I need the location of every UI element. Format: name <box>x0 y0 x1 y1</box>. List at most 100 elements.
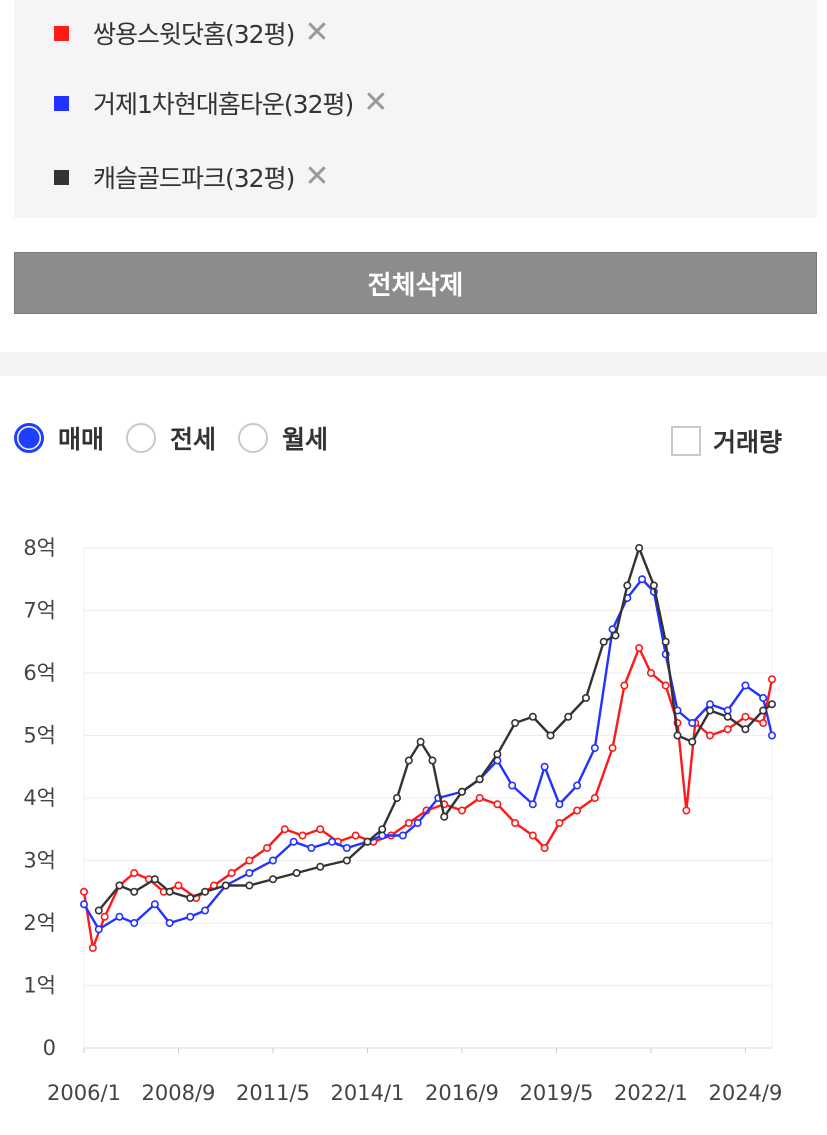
data-point <box>150 900 159 909</box>
transaction-type-radio-group: 매매 전세 월세 <box>14 418 350 458</box>
data-point <box>573 806 582 815</box>
data-point <box>80 900 89 909</box>
data-point <box>611 631 620 640</box>
data-point <box>268 875 277 884</box>
data-point <box>620 681 629 690</box>
data-point <box>398 831 407 840</box>
x-tick-label: 2019/5 <box>520 1081 594 1105</box>
radio-monthly-rent[interactable]: 월세 <box>238 420 328 456</box>
radio-unchecked-icon[interactable] <box>126 423 157 453</box>
data-point <box>428 756 437 765</box>
data-point <box>528 800 537 809</box>
volume-checkbox[interactable]: 거래량 <box>671 423 782 459</box>
data-point <box>80 887 89 896</box>
data-point <box>581 694 590 703</box>
legend-swatch-red <box>54 25 69 41</box>
data-point <box>688 737 697 746</box>
data-point <box>245 856 254 865</box>
data-point <box>608 744 617 753</box>
data-point <box>316 825 325 834</box>
data-point <box>682 806 691 815</box>
y-tick-label: 4억 <box>23 786 56 810</box>
y-tick-label: 2억 <box>23 911 56 935</box>
data-point <box>100 912 109 921</box>
delete-all-button[interactable]: 전체삭제 <box>14 252 817 314</box>
data-point <box>661 681 670 690</box>
data-point <box>564 712 573 721</box>
data-point <box>307 843 316 852</box>
selected-apartments-panel: 쌍용스윗닷홈(32평) ✕ 거제1차현대홈타운(32평) ✕ 캐슬골드파크(32… <box>14 0 817 218</box>
data-point <box>280 825 289 834</box>
data-point <box>540 843 549 852</box>
data-point <box>298 831 307 840</box>
y-tick-label: 3억 <box>23 849 56 873</box>
data-point <box>245 881 254 890</box>
radio-label: 전세 <box>170 425 217 454</box>
data-point <box>378 825 387 834</box>
radio-label: 월세 <box>282 425 329 454</box>
data-point <box>130 868 139 877</box>
data-point <box>555 818 564 827</box>
checkbox-label: 거래량 <box>713 428 783 457</box>
data-point <box>705 731 714 740</box>
data-point <box>590 793 599 802</box>
checkbox-unchecked-icon[interactable] <box>671 426 701 456</box>
x-tick-label: 2011/5 <box>236 1081 310 1105</box>
y-tick-label: 6억 <box>23 661 56 685</box>
data-point <box>165 918 174 927</box>
data-point <box>268 856 277 865</box>
data-point <box>201 887 210 896</box>
close-icon[interactable]: ✕ <box>304 159 329 194</box>
data-point <box>649 581 658 590</box>
data-point <box>767 731 776 740</box>
data-point <box>416 737 425 746</box>
data-point <box>342 856 351 865</box>
data-point <box>292 868 301 877</box>
price-trend-chart: 0 1억 2억 3억 4억 5억 6억 7억 8억 2006/1 2008/9 2011/5 2014/… <box>23 536 782 1105</box>
section-divider <box>0 352 827 376</box>
y-tick-label: 1억 <box>23 974 56 998</box>
data-point <box>475 775 484 784</box>
y-tick-label: 0 <box>43 1036 56 1060</box>
legend-item-castle-gold: 캐슬골드파크(32평) ✕ <box>54 159 329 194</box>
data-point <box>263 843 272 852</box>
data-point <box>475 793 484 802</box>
close-icon[interactable]: ✕ <box>363 85 388 120</box>
data-point <box>130 918 139 927</box>
data-point <box>705 700 714 709</box>
close-icon[interactable]: ✕ <box>304 15 329 50</box>
radio-checked-icon[interactable] <box>14 423 44 453</box>
data-point <box>404 818 413 827</box>
data-point <box>767 700 776 709</box>
radio-sale[interactable]: 매매 <box>14 420 104 456</box>
data-point <box>511 719 520 728</box>
data-point <box>440 812 449 821</box>
data-point <box>221 881 230 890</box>
data-point <box>741 681 750 690</box>
data-point <box>245 868 254 877</box>
x-tick-label: 2016/9 <box>425 1081 499 1105</box>
data-point <box>94 925 103 934</box>
data-point <box>457 806 466 815</box>
data-point <box>555 800 564 809</box>
data-point <box>342 843 351 852</box>
radio-jeonse[interactable]: 전세 <box>126 420 216 456</box>
data-point <box>363 837 372 846</box>
data-point <box>115 881 124 890</box>
data-point <box>723 712 732 721</box>
data-point <box>638 575 647 584</box>
series-line-3 <box>97 546 773 912</box>
legend-label: 쌍용스윗닷홈(32평) <box>93 20 295 49</box>
x-tick-label: 2006/1 <box>47 1081 121 1105</box>
data-point <box>316 862 325 871</box>
x-tick-label: 2008/9 <box>142 1081 216 1105</box>
data-point <box>590 744 599 753</box>
data-point <box>741 725 750 734</box>
data-point <box>599 637 608 646</box>
data-point <box>186 893 195 902</box>
x-tick-label: 2024/9 <box>708 1081 782 1105</box>
legend-item-ssangyong: 쌍용스윗닷홈(32평) ✕ <box>54 15 329 50</box>
data-point <box>573 781 582 790</box>
radio-unchecked-icon[interactable] <box>238 423 269 453</box>
data-point <box>608 625 617 634</box>
